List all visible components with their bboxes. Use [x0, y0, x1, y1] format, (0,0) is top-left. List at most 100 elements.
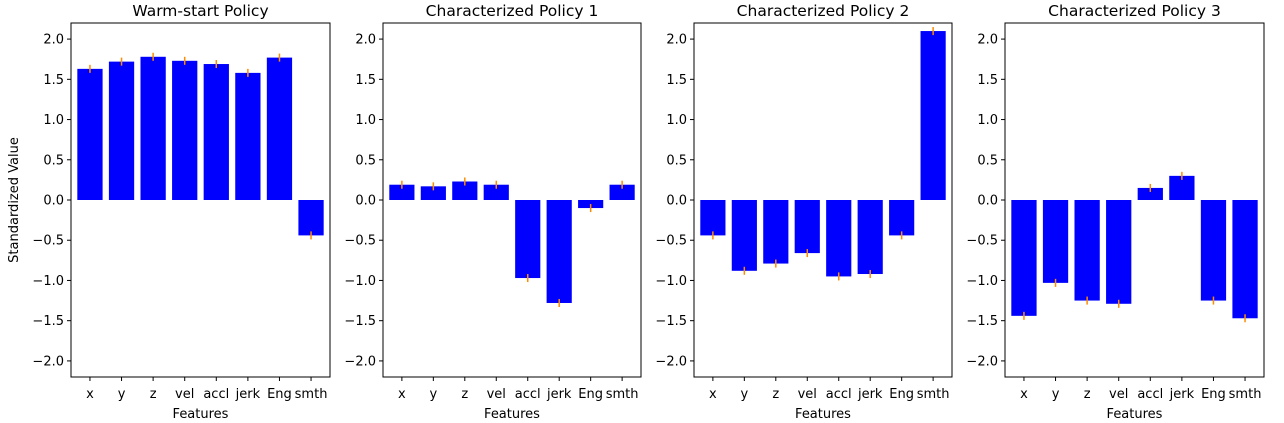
- x-tick-label-x: x: [86, 387, 94, 402]
- bar-y: [108, 61, 135, 201]
- bar-smth: [298, 200, 324, 236]
- x-axis-label: Features: [484, 407, 540, 422]
- x-tick-label-z: z: [150, 387, 157, 402]
- y-tick-label: −0.5: [966, 234, 998, 249]
- bar-smth: [920, 31, 946, 200]
- bar-vel: [172, 60, 198, 201]
- chart-title: Warm-start Policy: [132, 2, 268, 20]
- y-tick-label: 0.0: [977, 194, 998, 209]
- x-axis-label: Features: [1107, 407, 1163, 422]
- chart-panel-4: 2.0 1.5 1.0 0.5 0.0 −0.5 −1.0 −1.5 −2.0 x y z vel acc…: [966, 2, 1265, 422]
- chart-title: Characterized Policy 1: [426, 2, 599, 20]
- bar-x: [700, 200, 726, 236]
- y-tick-label: 0.0: [43, 194, 64, 209]
- x-tick-label-x: x: [398, 387, 406, 402]
- x-tick-label-vel: vel: [175, 387, 194, 402]
- bar-z: [140, 56, 166, 200]
- x-tick-label-jerk: jerk: [1169, 387, 1195, 402]
- x-tick-label-smth: smth: [917, 387, 950, 402]
- y-tick-label: 1.5: [355, 73, 376, 88]
- bar-vel: [1106, 200, 1132, 304]
- bar-smth: [609, 184, 635, 200]
- y-tick-label: 0.5: [355, 153, 376, 168]
- y-tick-label: −0.5: [32, 234, 64, 249]
- bar-accl: [826, 200, 852, 277]
- x-tick-label-z: z: [461, 387, 468, 402]
- x-tick-label-accl: accl: [203, 387, 229, 402]
- y-tick-label: −0.5: [344, 234, 376, 249]
- y-tick-label: 0.0: [355, 194, 376, 209]
- y-tick-label: −1.5: [655, 314, 687, 329]
- y-tick-label: 1.0: [43, 113, 64, 128]
- bar-accl: [203, 64, 229, 200]
- y-tick-label: −2.0: [655, 354, 687, 369]
- x-tick-label-Eng: Eng: [889, 387, 914, 402]
- x-tick-label-smth: smth: [1229, 387, 1262, 402]
- y-tick-label: −2.0: [344, 354, 376, 369]
- x-tick-label-smth: smth: [606, 387, 639, 402]
- y-tick-label: 1.5: [43, 73, 64, 88]
- x-tick-label-accl: accl: [1137, 387, 1163, 402]
- bar-smth: [1232, 200, 1258, 319]
- x-tick-label-jerk: jerk: [235, 387, 261, 402]
- x-tick-label-accl: accl: [826, 387, 852, 402]
- bar-jerk: [546, 200, 572, 303]
- bar-Eng: [266, 57, 293, 200]
- x-tick-label-z: z: [1084, 387, 1091, 402]
- bar-Eng: [1200, 200, 1227, 301]
- y-tick-label: 1.5: [666, 73, 687, 88]
- x-tick-label-vel: vel: [1109, 387, 1128, 402]
- y-tick-label: 1.0: [977, 113, 998, 128]
- y-tick-label: −1.0: [344, 274, 376, 289]
- x-tick-label-x: x: [1020, 387, 1028, 402]
- x-tick-label-Eng: Eng: [578, 387, 603, 402]
- y-tick-label: 0.0: [666, 194, 687, 209]
- chart-title: Characterized Policy 3: [1048, 2, 1221, 20]
- x-tick-label-x: x: [709, 387, 717, 402]
- x-tick-label-jerk: jerk: [857, 387, 883, 402]
- bar-vel: [794, 200, 820, 254]
- y-tick-label: −0.5: [655, 234, 687, 249]
- bar-z: [452, 181, 478, 200]
- y-tick-label: −1.5: [32, 314, 64, 329]
- y-tick-label: 0.5: [977, 153, 998, 168]
- chart-panel-2: 2.0 1.5 1.0 0.5 0.0 −0.5 −1.0 −1.5 −2.0 x y z vel acc…: [344, 2, 642, 422]
- y-tick-label: −2.0: [966, 354, 998, 369]
- y-tick-label: 2.0: [43, 33, 64, 48]
- bar-z: [1074, 200, 1100, 301]
- bar-z: [763, 200, 789, 264]
- x-tick-label-vel: vel: [798, 387, 817, 402]
- x-tick-label-y: y: [1052, 387, 1060, 402]
- x-tick-label-Eng: Eng: [1201, 387, 1226, 402]
- y-tick-label: −1.0: [655, 274, 687, 289]
- x-tick-label-y: y: [118, 387, 126, 402]
- x-axis-label: Features: [173, 407, 229, 422]
- bar-x: [389, 184, 415, 200]
- y-tick-label: 1.5: [977, 73, 998, 88]
- chart-panel-1: 2.0 1.5 1.0 0.5 0.0 −0.5 −1.0 −1.5 −2.0 x y z vel acc…: [7, 2, 331, 422]
- y-tick-label: 2.0: [666, 33, 687, 48]
- x-tick-label-y: y: [740, 387, 748, 402]
- x-tick-label-accl: accl: [515, 387, 541, 402]
- chart-title: Characterized Policy 2: [737, 2, 910, 20]
- y-tick-label: 1.0: [666, 113, 687, 128]
- y-tick-label: −1.0: [966, 274, 998, 289]
- bar-jerk: [857, 200, 883, 275]
- y-tick-label: 2.0: [355, 33, 376, 48]
- bar-accl: [515, 200, 541, 279]
- bar-y: [731, 200, 757, 271]
- bar-vel: [483, 184, 509, 200]
- x-axis-label: Features: [795, 407, 851, 422]
- bar-y: [1042, 200, 1069, 283]
- x-tick-label-y: y: [429, 387, 437, 402]
- bar-accl: [1137, 187, 1163, 200]
- x-tick-label-Eng: Eng: [267, 387, 292, 402]
- y-tick-label: 0.5: [666, 153, 687, 168]
- bar-x: [77, 68, 103, 200]
- y-tick-label: 2.0: [977, 33, 998, 48]
- y-tick-label: −2.0: [32, 354, 64, 369]
- x-tick-label-smth: smth: [295, 387, 328, 402]
- y-tick-label: 0.5: [43, 153, 64, 168]
- x-tick-label-jerk: jerk: [546, 387, 572, 402]
